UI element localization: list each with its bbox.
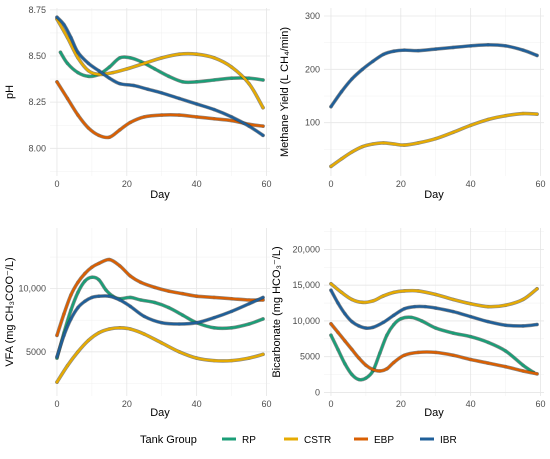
ph-line-ibr <box>55 16 265 137</box>
legend-label-rp: RP <box>242 435 256 446</box>
bicarbonate-line-ibr <box>329 289 539 330</box>
vfa-line-ebp <box>55 258 265 337</box>
ph-x-tick-label: 40 <box>192 179 202 189</box>
legend-title: Tank Group <box>140 434 197 446</box>
ph-x-axis-title: Day <box>150 189 170 201</box>
methane-line-cstr <box>329 112 539 168</box>
panel-bicarbonate: 0 5000 10,000 15,000 20,000 0 20 40 60 Day Bica… <box>271 228 546 419</box>
ph-gridlines <box>50 8 270 176</box>
legend-item-cstr: CSTR <box>284 435 331 446</box>
bicarbonate-x-tick-labels: 0 20 40 60 <box>328 399 545 409</box>
bicarbonate-x-axis-title: Day <box>424 407 444 419</box>
methane-y-axis-title: Methane Yield (L CH₄/min) <box>279 27 291 157</box>
methane-y-tick-label: 300 <box>305 11 320 21</box>
ph-line-cstr <box>55 17 265 109</box>
vfa-y-tick-label: 5000 <box>26 347 46 357</box>
bicarbonate-y-tick-label: 0 <box>315 387 320 397</box>
legend-item-ibr: IBR <box>420 435 457 446</box>
methane-y-tick-labels: 100 200 300 <box>305 11 320 128</box>
bicarbonate-y-axis-title: Bicarbonate (mg HCO₃⁻/L) <box>271 246 283 377</box>
bicarbonate-series-group <box>329 281 539 382</box>
legend-label-ibr: IBR <box>440 435 457 446</box>
legend-item-rp: RP <box>222 435 256 446</box>
bicarbonate-y-tick-label: 5000 <box>300 352 320 362</box>
ph-x-tick-label: 60 <box>262 179 272 189</box>
legend-label-ebp: EBP <box>374 435 394 446</box>
bicarbonate-x-tick-label: 60 <box>536 399 546 409</box>
ph-y-tick-label: 8.50 <box>28 51 46 61</box>
bicarbonate-plot-area <box>324 228 544 396</box>
bicarbonate-y-tick-label: 10,000 <box>292 316 320 326</box>
vfa-plot-area <box>50 228 270 396</box>
vfa-y-tick-labels: 5000 10,000 <box>18 284 46 357</box>
vfa-series-group <box>55 257 265 384</box>
ph-x-tick-label: 0 <box>54 179 59 189</box>
methane-y-tick-label: 100 <box>305 118 320 128</box>
vfa-line-cstr <box>55 326 265 384</box>
ph-y-tick-labels: 8.00 8.25 8.50 8.75 <box>28 5 46 153</box>
methane-y-tick-label: 200 <box>305 64 320 74</box>
methane-x-tick-label: 40 <box>466 179 476 189</box>
vfa-x-axis-title: Day <box>150 407 170 419</box>
vfa-line-ibr <box>55 294 265 359</box>
panel-methane: 100 200 300 0 20 40 60 Day Methane Yield (L C… <box>279 8 546 201</box>
ph-y-axis-title: pH <box>4 85 16 99</box>
bicarbonate-y-tick-label: 20,000 <box>292 244 320 254</box>
vfa-x-tick-label: 40 <box>192 399 202 409</box>
vfa-x-tick-label: 0 <box>54 399 59 409</box>
ph-series-group <box>55 15 265 140</box>
panel-vfa: 5000 10,000 0 20 40 60 Day VFA (mg CH₃COO⁻/L… <box>4 228 272 419</box>
legend-item-ebp: EBP <box>354 435 394 446</box>
vfa-x-tick-label: 60 <box>262 399 272 409</box>
vfa-x-tick-label: 20 <box>122 399 132 409</box>
ph-y-tick-label: 8.75 <box>28 5 46 15</box>
ph-x-tick-labels: 0 20 40 60 <box>54 179 271 189</box>
methane-series-group <box>329 42 539 169</box>
ph-line-rp <box>59 51 265 84</box>
ph-y-tick-label: 8.25 <box>28 97 46 107</box>
ph-x-tick-label: 20 <box>122 179 132 189</box>
ph-line-ebp <box>55 80 265 139</box>
methane-line-ibr <box>329 43 539 108</box>
bicarbonate-y-tick-labels: 0 5000 10,000 15,000 20,000 <box>292 244 320 397</box>
methane-x-tick-label: 20 <box>396 179 406 189</box>
vfa-y-axis-title: VFA (mg CH₃COO⁻/L) <box>4 257 16 366</box>
bicarbonate-x-tick-label: 40 <box>466 399 476 409</box>
bicarbonate-x-tick-label: 20 <box>396 399 406 409</box>
methane-x-tick-label: 0 <box>328 179 333 189</box>
legend: Tank Group RP CSTR EBP IBR <box>140 434 457 446</box>
vfa-x-tick-labels: 0 20 40 60 <box>54 399 271 409</box>
ph-y-tick-label: 8.00 <box>28 143 46 153</box>
methane-x-tick-label: 60 <box>536 179 546 189</box>
methane-x-tick-labels: 0 20 40 60 <box>328 179 545 189</box>
bicarbonate-x-tick-label: 0 <box>328 399 333 409</box>
methane-x-axis-title: Day <box>424 189 444 201</box>
vfa-y-tick-label: 10,000 <box>18 284 46 294</box>
methane-gridlines <box>324 8 544 176</box>
legend-label-cstr: CSTR <box>304 435 331 446</box>
bicarbonate-line-cstr <box>329 282 539 308</box>
panel-ph: 8.00 8.25 8.50 8.75 0 20 40 60 Day pH <box>4 5 272 201</box>
bicarbonate-line-rp <box>329 316 535 381</box>
vfa-line-rp <box>55 276 265 360</box>
bicarbonate-y-tick-label: 15,000 <box>292 280 320 290</box>
bicarbonate-line-ebp <box>329 322 539 376</box>
